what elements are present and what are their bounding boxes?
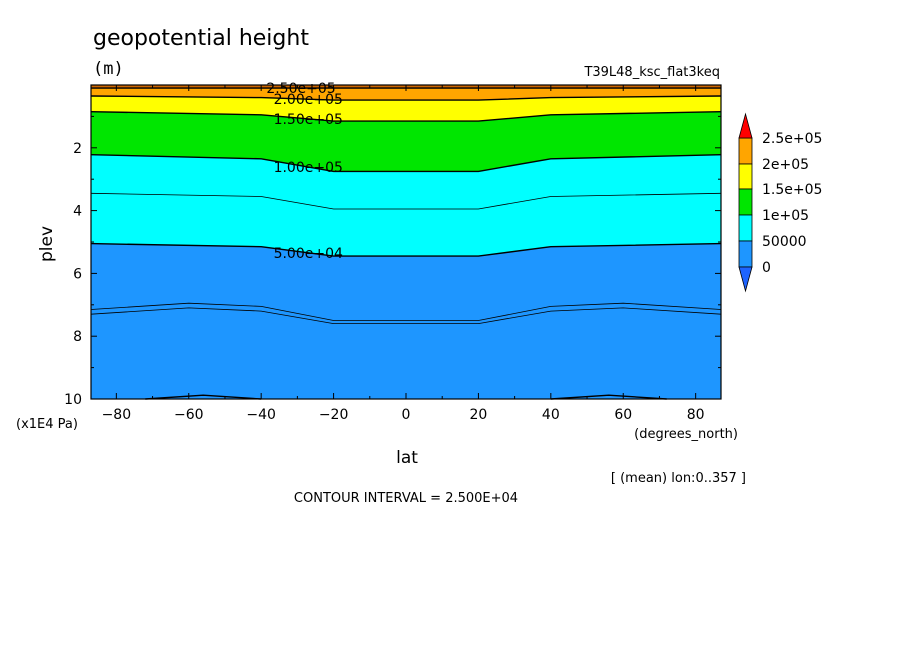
filled-band (91, 154, 721, 257)
plot-area (91, 85, 721, 399)
x-tick-label: 80 (687, 407, 705, 423)
y-tick-label: 4 (73, 204, 82, 220)
contour-line (90, 95, 722, 101)
colorbar: 2.5e+05 2e+05 1.5e+05 1e+05 50000 0 (738, 112, 822, 293)
contour-line (90, 302, 722, 321)
contour-lines: 2.50e+052.00e+051.50e+051.00e+055.00e+04 (90, 81, 722, 400)
contour-line (550, 394, 667, 400)
contour-interval: CONTOUR INTERVAL = 2.500E+04 (294, 491, 518, 506)
contour-line (90, 242, 722, 257)
x-tick-label: 40 (542, 407, 560, 423)
contour-line (90, 307, 722, 325)
y-tick-label: 10 (64, 392, 82, 408)
y-tick-label: 8 (73, 329, 82, 345)
x-tick-label: −80 (102, 407, 132, 423)
contour-line (90, 154, 722, 173)
contour-label: 2.00e+05 (274, 92, 343, 108)
contour-line (90, 192, 722, 210)
mean-note: [ (mean) lon:0..357 ] (611, 471, 746, 486)
y-tick-label: 6 (73, 266, 82, 282)
colorbar-label: 2e+05 (762, 157, 809, 173)
x-tick-label: −40 (246, 407, 276, 423)
colorbar-label: 0 (762, 260, 771, 276)
filled-band (91, 95, 721, 122)
axes: −80 −60 −40 −20 0 20 40 60 80 2 4 6 8 10 (64, 84, 722, 423)
x-axis-units: (degrees_north) (634, 427, 738, 442)
colorbar-label: 2.5e+05 (762, 131, 822, 147)
filled-band (91, 243, 721, 399)
colorbar-segment (738, 188, 753, 216)
x-tick-label: −20 (319, 407, 349, 423)
run-name: T39L48_ksc_flat3keq (583, 65, 720, 80)
chart-title: geopotential height (93, 26, 309, 51)
x-tick-label: 0 (402, 407, 411, 423)
x-tick-label: 20 (469, 407, 487, 423)
y-tick-label: 2 (73, 141, 82, 157)
colorbar-segment (738, 240, 753, 268)
chart-units: (m) (93, 59, 124, 79)
contour-label: 1.50e+05 (274, 112, 343, 128)
colorbar-bottom-arrow (738, 266, 753, 293)
contour-label: 1.00e+05 (274, 160, 343, 176)
colorbar-segment (738, 163, 753, 190)
colorbar-label: 1e+05 (762, 208, 809, 224)
colorbar-segment (738, 214, 753, 242)
x-axis-label: lat (396, 448, 418, 468)
y-axis-label: plev (37, 226, 57, 262)
colorbar-segment (738, 137, 753, 165)
colorbar-label: 50000 (762, 234, 807, 250)
filled-band (91, 111, 721, 172)
contour-label: 5.00e+04 (274, 246, 343, 262)
contour-line (90, 111, 722, 122)
contour-line (145, 394, 262, 400)
x-tick-label: 60 (614, 407, 632, 423)
x-tick-label: −60 (174, 407, 204, 423)
y-axis-units: (x1E4 Pa) (16, 417, 78, 432)
colorbar-top-arrow (738, 112, 753, 139)
colorbar-label: 1.5e+05 (762, 182, 822, 198)
